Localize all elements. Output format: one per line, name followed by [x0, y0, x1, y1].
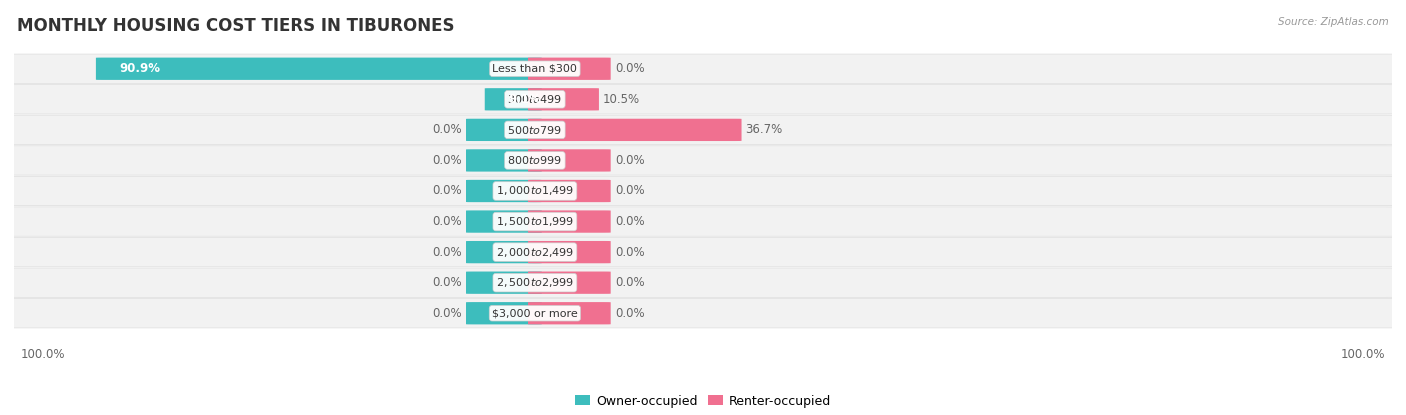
Text: 90.9%: 90.9% — [120, 62, 160, 75]
Text: 0.0%: 0.0% — [614, 276, 644, 289]
FancyBboxPatch shape — [529, 58, 610, 80]
FancyBboxPatch shape — [0, 54, 1406, 83]
Text: 0.0%: 0.0% — [614, 215, 644, 228]
Text: 100.0%: 100.0% — [1340, 348, 1385, 361]
Text: 0.0%: 0.0% — [614, 307, 644, 320]
FancyBboxPatch shape — [0, 298, 1406, 328]
Text: Less than $300: Less than $300 — [492, 64, 578, 74]
Text: 0.0%: 0.0% — [432, 154, 463, 167]
Text: $300 to $499: $300 to $499 — [508, 93, 562, 105]
Text: 9.1%: 9.1% — [508, 93, 541, 106]
FancyBboxPatch shape — [485, 88, 541, 110]
FancyBboxPatch shape — [0, 268, 1406, 298]
Text: 36.7%: 36.7% — [745, 123, 783, 137]
FancyBboxPatch shape — [529, 149, 610, 171]
FancyBboxPatch shape — [0, 115, 1406, 144]
FancyBboxPatch shape — [529, 210, 610, 233]
Text: 0.0%: 0.0% — [432, 307, 463, 320]
Legend: Owner-occupied, Renter-occupied: Owner-occupied, Renter-occupied — [569, 390, 837, 413]
Text: $500 to $799: $500 to $799 — [508, 124, 562, 136]
Text: 0.0%: 0.0% — [614, 154, 644, 167]
FancyBboxPatch shape — [96, 58, 541, 80]
Text: 0.0%: 0.0% — [614, 62, 644, 75]
Text: 0.0%: 0.0% — [432, 123, 463, 137]
Text: 0.0%: 0.0% — [614, 185, 644, 198]
FancyBboxPatch shape — [465, 119, 541, 141]
Text: 0.0%: 0.0% — [432, 276, 463, 289]
Text: $1,000 to $1,499: $1,000 to $1,499 — [496, 185, 574, 198]
Text: 100.0%: 100.0% — [21, 348, 66, 361]
Text: Source: ZipAtlas.com: Source: ZipAtlas.com — [1278, 17, 1389, 27]
FancyBboxPatch shape — [465, 241, 541, 263]
FancyBboxPatch shape — [0, 207, 1406, 236]
FancyBboxPatch shape — [529, 271, 610, 294]
Text: $3,000 or more: $3,000 or more — [492, 308, 578, 318]
FancyBboxPatch shape — [529, 302, 610, 325]
FancyBboxPatch shape — [465, 149, 541, 171]
FancyBboxPatch shape — [529, 88, 599, 110]
FancyBboxPatch shape — [0, 176, 1406, 206]
FancyBboxPatch shape — [465, 302, 541, 325]
Text: MONTHLY HOUSING COST TIERS IN TIBURONES: MONTHLY HOUSING COST TIERS IN TIBURONES — [17, 17, 454, 34]
FancyBboxPatch shape — [529, 119, 741, 141]
Text: 0.0%: 0.0% — [432, 215, 463, 228]
Text: $800 to $999: $800 to $999 — [508, 154, 562, 166]
FancyBboxPatch shape — [465, 180, 541, 202]
Text: $2,000 to $2,499: $2,000 to $2,499 — [496, 246, 574, 259]
FancyBboxPatch shape — [529, 180, 610, 202]
Text: $1,500 to $1,999: $1,500 to $1,999 — [496, 215, 574, 228]
FancyBboxPatch shape — [529, 241, 610, 263]
FancyBboxPatch shape — [465, 271, 541, 294]
Text: 0.0%: 0.0% — [614, 246, 644, 259]
Text: 0.0%: 0.0% — [432, 185, 463, 198]
Text: 0.0%: 0.0% — [432, 246, 463, 259]
FancyBboxPatch shape — [465, 210, 541, 233]
FancyBboxPatch shape — [0, 237, 1406, 267]
Text: 10.5%: 10.5% — [603, 93, 640, 106]
Text: $2,500 to $2,999: $2,500 to $2,999 — [496, 276, 574, 289]
FancyBboxPatch shape — [0, 85, 1406, 114]
FancyBboxPatch shape — [0, 146, 1406, 175]
